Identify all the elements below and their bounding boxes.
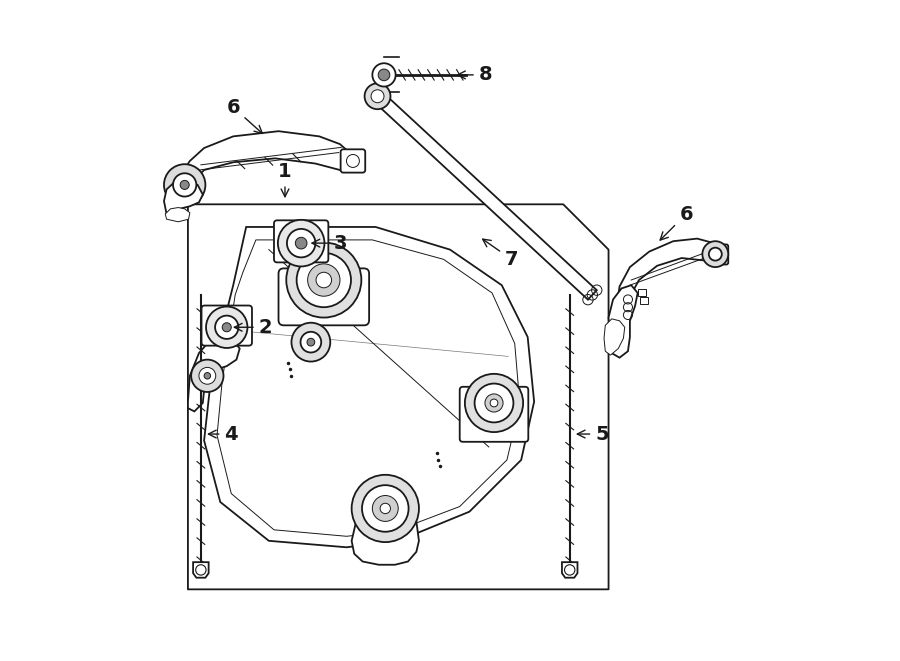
Text: 5: 5	[577, 424, 609, 444]
FancyBboxPatch shape	[708, 245, 728, 264]
Circle shape	[287, 229, 315, 257]
Circle shape	[199, 368, 216, 384]
Text: 6: 6	[660, 204, 693, 240]
Circle shape	[362, 485, 409, 531]
Circle shape	[292, 323, 330, 362]
Polygon shape	[352, 522, 419, 564]
Polygon shape	[188, 337, 239, 411]
FancyBboxPatch shape	[638, 289, 646, 295]
Text: 8: 8	[457, 65, 492, 85]
Circle shape	[173, 173, 196, 196]
Circle shape	[164, 164, 205, 206]
Polygon shape	[608, 285, 638, 358]
Circle shape	[180, 180, 189, 190]
Polygon shape	[562, 562, 578, 578]
Circle shape	[206, 307, 248, 348]
Circle shape	[308, 264, 340, 296]
Polygon shape	[177, 131, 352, 202]
Circle shape	[373, 63, 396, 87]
Circle shape	[191, 360, 223, 392]
FancyBboxPatch shape	[460, 387, 528, 442]
Circle shape	[474, 383, 513, 422]
Text: 3: 3	[312, 233, 346, 253]
Text: 7: 7	[482, 239, 518, 269]
Circle shape	[709, 248, 722, 260]
Circle shape	[204, 373, 211, 379]
FancyBboxPatch shape	[274, 220, 328, 262]
Polygon shape	[374, 91, 597, 299]
Circle shape	[286, 243, 361, 317]
Circle shape	[702, 241, 728, 267]
Circle shape	[307, 338, 315, 346]
Circle shape	[380, 503, 391, 514]
Polygon shape	[617, 239, 721, 316]
FancyBboxPatch shape	[278, 268, 369, 325]
FancyBboxPatch shape	[640, 297, 648, 304]
Polygon shape	[166, 208, 190, 222]
Polygon shape	[204, 227, 534, 547]
Circle shape	[301, 332, 321, 352]
Circle shape	[485, 394, 503, 412]
Circle shape	[491, 399, 498, 407]
Circle shape	[378, 69, 390, 81]
Text: 2: 2	[234, 318, 273, 336]
Polygon shape	[164, 180, 202, 214]
FancyBboxPatch shape	[202, 305, 252, 346]
Circle shape	[222, 323, 231, 332]
Circle shape	[278, 220, 325, 266]
Polygon shape	[604, 319, 625, 355]
Circle shape	[297, 253, 351, 307]
Circle shape	[215, 315, 238, 339]
Circle shape	[295, 237, 307, 249]
Text: 6: 6	[227, 98, 263, 134]
Text: 1: 1	[278, 163, 292, 197]
Circle shape	[316, 272, 331, 288]
FancyBboxPatch shape	[340, 149, 365, 173]
Circle shape	[373, 496, 398, 522]
Polygon shape	[194, 562, 209, 578]
Circle shape	[465, 374, 523, 432]
Text: 4: 4	[209, 424, 238, 444]
Circle shape	[352, 475, 419, 542]
Circle shape	[364, 83, 391, 109]
Circle shape	[371, 90, 384, 102]
